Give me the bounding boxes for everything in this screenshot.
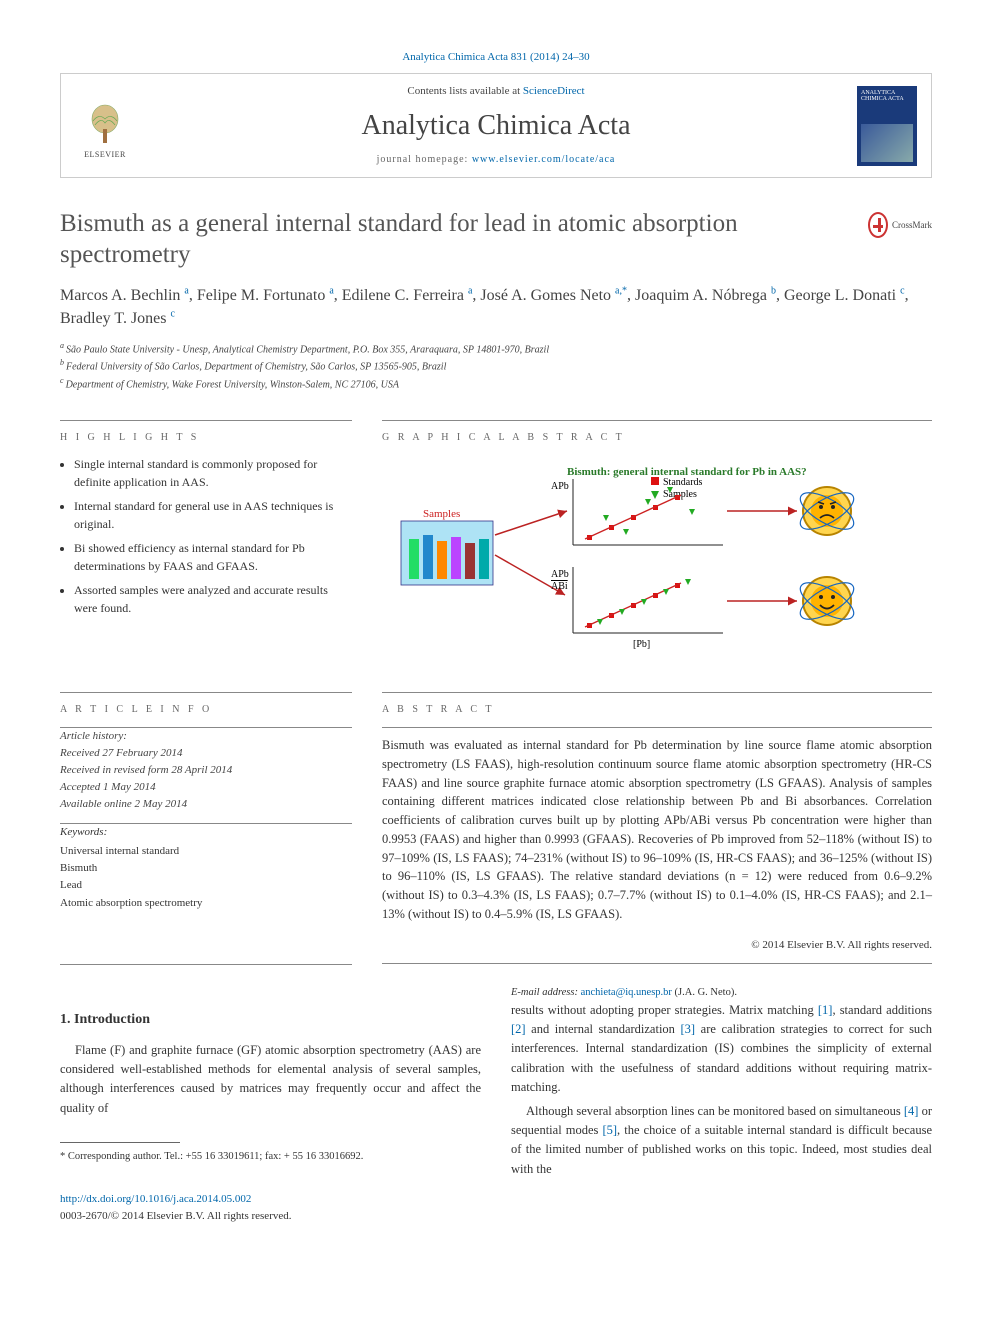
email-paren: (J.A. G. Neto). bbox=[672, 987, 737, 998]
corr-line: * Corresponding author. Tel.: +55 16 330… bbox=[60, 1149, 481, 1165]
journal-header: ELSEVIER Contents lists available at Sci… bbox=[60, 73, 932, 178]
crossmark-badge[interactable]: CrossMark bbox=[868, 208, 932, 242]
keyword: Universal internal standard bbox=[60, 843, 352, 860]
highlight-item: Bi showed efficiency as internal standar… bbox=[74, 539, 352, 575]
issn-line: 0003-2670/© 2014 Elsevier B.V. All right… bbox=[60, 1210, 292, 1222]
graphical-abstract: Bismuth: general internal standard for P… bbox=[382, 455, 932, 672]
ref-4[interactable]: [4] bbox=[904, 1104, 919, 1118]
highlights-heading: H I G H L I G H T S bbox=[60, 431, 352, 445]
intro-heading: 1. Introduction bbox=[60, 1009, 481, 1031]
revised-date: Received in revised form 28 April 2014 bbox=[60, 762, 352, 779]
svg-text:Standards: Standards bbox=[663, 477, 703, 488]
highlights-list: Single internal standard is commonly pro… bbox=[60, 455, 352, 617]
journal-cover-thumbnail: ANALYTICA CHIMICA ACTA bbox=[857, 86, 917, 166]
elsevier-logo: ELSEVIER bbox=[75, 91, 135, 161]
intro-p3a: Although several absorption lines can be… bbox=[526, 1104, 904, 1118]
email-label: E-mail address: bbox=[511, 987, 581, 998]
intro-p1: Flame (F) and graphite furnace (GF) atom… bbox=[60, 1043, 481, 1115]
keyword: Lead bbox=[60, 877, 352, 894]
intro-p2a: results without adopting proper strategi… bbox=[511, 1003, 818, 1017]
cover-label: ANALYTICA CHIMICA ACTA bbox=[861, 90, 913, 103]
graphical-abstract-heading: G R A P H I C A L A B S T R A C T bbox=[382, 431, 932, 445]
svg-text:APb: APb bbox=[551, 569, 569, 580]
journal-homepage: journal homepage: www.elsevier.com/locat… bbox=[149, 153, 843, 167]
ref-1[interactable]: [1] bbox=[818, 1003, 833, 1017]
article-info-heading: A R T I C L E I N F O bbox=[60, 703, 352, 717]
journal-reference: Analytica Chimica Acta 831 (2014) 24–30 bbox=[60, 50, 932, 65]
svg-text:APb: APb bbox=[551, 481, 569, 492]
article-history: Article history: Received 27 February 20… bbox=[60, 728, 352, 813]
email-link[interactable]: anchieta@iq.unesp.br bbox=[581, 987, 672, 998]
crossmark-icon bbox=[868, 212, 888, 238]
history-label: Article history: bbox=[60, 728, 352, 745]
highlight-item: Assorted samples were analyzed and accur… bbox=[74, 581, 352, 617]
accepted-date: Accepted 1 May 2014 bbox=[60, 779, 352, 796]
body-text: 1. Introduction Flame (F) and graphite f… bbox=[60, 985, 932, 1179]
article-title: Bismuth as a general internal standard f… bbox=[60, 208, 868, 271]
affiliations: a São Paulo State University - Unesp, An… bbox=[60, 340, 932, 392]
highlight-item: Internal standard for general use in AAS… bbox=[74, 497, 352, 533]
crossmark-label: CrossMark bbox=[892, 219, 932, 232]
intro-p2c: and internal standardization bbox=[526, 1022, 681, 1036]
keywords-block: Keywords: Universal internal standardBis… bbox=[60, 824, 352, 911]
authors-list: Marcos A. Bechlin a, Felipe M. Fortunato… bbox=[60, 284, 932, 329]
svg-text:Samples: Samples bbox=[423, 508, 460, 520]
keyword: Atomic absorption spectrometry bbox=[60, 895, 352, 912]
contents-line: Contents lists available at ScienceDirec… bbox=[149, 84, 843, 99]
keywords-label: Keywords: bbox=[60, 824, 352, 841]
homepage-link[interactable]: www.elsevier.com/locate/aca bbox=[472, 154, 616, 165]
svg-text:[Pb]: [Pb] bbox=[633, 639, 650, 650]
publisher-name: ELSEVIER bbox=[84, 149, 126, 160]
received-date: Received 27 February 2014 bbox=[60, 745, 352, 762]
svg-text:ABi: ABi bbox=[551, 581, 568, 592]
highlight-item: Single internal standard is commonly pro… bbox=[74, 455, 352, 491]
abstract-heading: A B S T R A C T bbox=[382, 703, 932, 717]
sciencedirect-link[interactable]: ScienceDirect bbox=[523, 85, 585, 97]
intro-p2b: , standard additions bbox=[832, 1003, 932, 1017]
ref-5[interactable]: [5] bbox=[602, 1123, 617, 1137]
ref-2[interactable]: [2] bbox=[511, 1022, 526, 1036]
journal-name: Analytica Chimica Acta bbox=[149, 106, 843, 145]
online-date: Available online 2 May 2014 bbox=[60, 796, 352, 813]
copyright: © 2014 Elsevier B.V. All rights reserved… bbox=[382, 938, 932, 953]
doi-block: http://dx.doi.org/10.1016/j.aca.2014.05.… bbox=[60, 1191, 932, 1224]
doi-link[interactable]: http://dx.doi.org/10.1016/j.aca.2014.05.… bbox=[60, 1193, 251, 1205]
contents-prefix: Contents lists available at bbox=[407, 85, 522, 97]
ref-3[interactable]: [3] bbox=[681, 1022, 696, 1036]
keyword: Bismuth bbox=[60, 860, 352, 877]
abstract-text: Bismuth was evaluated as internal standa… bbox=[382, 736, 932, 924]
homepage-prefix: journal homepage: bbox=[377, 154, 472, 165]
